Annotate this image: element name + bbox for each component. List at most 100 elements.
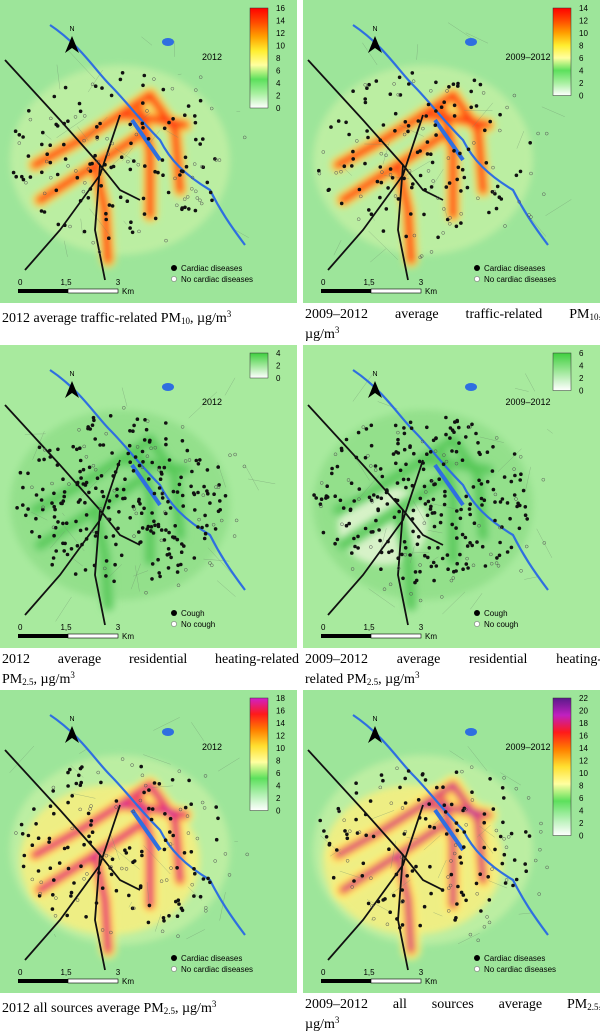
control-point xyxy=(431,179,435,183)
north-arrow-icon: N xyxy=(65,26,79,53)
case-point xyxy=(161,173,165,177)
case-point xyxy=(193,508,197,512)
caption-heating-2012: 2012 average residential heating-related xyxy=(2,652,299,667)
scale-bar-segment xyxy=(370,978,422,984)
case-point xyxy=(354,781,358,785)
control-point xyxy=(477,523,481,528)
case-point xyxy=(26,833,31,838)
case-point xyxy=(172,535,176,540)
control-point xyxy=(192,162,197,166)
case-point xyxy=(166,566,171,570)
case-point xyxy=(457,425,461,430)
case-point xyxy=(208,880,212,885)
case-point xyxy=(423,188,427,192)
case-point xyxy=(139,540,143,544)
case-point xyxy=(205,523,209,528)
case-point xyxy=(379,773,384,777)
legend-points-off: No cardiac diseases xyxy=(484,965,556,974)
case-point xyxy=(54,549,58,553)
case-point xyxy=(216,816,220,821)
case-point xyxy=(127,443,132,448)
control-point xyxy=(242,464,247,469)
case-point xyxy=(454,569,458,573)
case-point xyxy=(360,874,365,878)
street-line xyxy=(68,50,96,80)
case-point xyxy=(167,120,171,125)
case-point xyxy=(363,97,367,101)
control-point xyxy=(30,485,34,490)
case-point xyxy=(180,908,185,913)
control-point xyxy=(539,821,543,826)
case-point xyxy=(166,499,170,504)
control-point xyxy=(342,818,346,822)
legend-points-on: Cardiac diseases xyxy=(181,264,242,273)
control-point xyxy=(400,806,405,810)
case-point xyxy=(524,869,528,873)
case-point xyxy=(423,817,428,821)
case-point xyxy=(336,119,341,123)
case-point xyxy=(523,505,528,509)
case-point xyxy=(79,864,83,868)
case-point xyxy=(192,867,196,871)
case-point xyxy=(115,487,119,492)
lake xyxy=(465,38,477,46)
control-point xyxy=(468,425,472,429)
map-panel-traffic-2012: N 2012 16 14 12 10 8 6 4 2 0 Cardiac diseases No car… xyxy=(0,0,297,303)
street-grid xyxy=(24,377,276,622)
case-point xyxy=(47,836,52,841)
case-point xyxy=(423,502,428,506)
legend-tick-label: 6 xyxy=(579,794,584,803)
street-line xyxy=(56,118,85,138)
scale-bar-segment xyxy=(370,288,422,294)
case-point xyxy=(415,542,420,547)
case-point xyxy=(167,552,172,556)
case-point xyxy=(432,825,437,830)
case-point xyxy=(411,508,416,513)
case-point xyxy=(90,830,95,834)
case-point xyxy=(36,869,41,873)
case-point xyxy=(426,499,431,504)
case-point xyxy=(518,169,523,174)
street-line xyxy=(143,845,171,875)
pollution-bands xyxy=(330,87,496,268)
case-point xyxy=(94,530,99,535)
control-point xyxy=(140,465,145,470)
control-point xyxy=(176,934,180,938)
control-point xyxy=(378,785,383,790)
case-point xyxy=(128,226,132,230)
case-point xyxy=(401,477,406,482)
case-point xyxy=(324,835,329,839)
case-point xyxy=(153,523,157,528)
case-point xyxy=(485,450,490,454)
control-point xyxy=(168,842,173,846)
control-point xyxy=(145,419,150,423)
case-point xyxy=(175,914,180,918)
case-point xyxy=(333,494,337,498)
case-point xyxy=(393,423,398,428)
case-point xyxy=(198,142,202,146)
case-point xyxy=(422,904,427,909)
scale-tick-label: 1,5 xyxy=(363,968,375,977)
case-point xyxy=(147,806,151,811)
street-line xyxy=(399,124,424,137)
case-point xyxy=(455,828,460,833)
control-point xyxy=(82,138,86,143)
case-point xyxy=(464,435,468,439)
case-point xyxy=(523,862,527,866)
case-point xyxy=(388,167,393,171)
case-point xyxy=(52,811,56,816)
case-point xyxy=(386,539,390,544)
case-point xyxy=(142,506,146,511)
case-point xyxy=(164,528,168,532)
control-point xyxy=(82,444,86,449)
case-point xyxy=(62,846,67,851)
map-svg: N 2012 4 2 0 Cough No cough 0 1,5 3Km xyxy=(0,345,297,648)
street-line xyxy=(333,240,342,256)
case-point xyxy=(376,508,380,513)
case-point xyxy=(83,568,88,572)
case-point xyxy=(478,452,482,457)
control-point xyxy=(370,904,374,908)
control-point xyxy=(131,809,136,814)
case-point xyxy=(103,162,107,167)
control-point xyxy=(183,459,188,463)
